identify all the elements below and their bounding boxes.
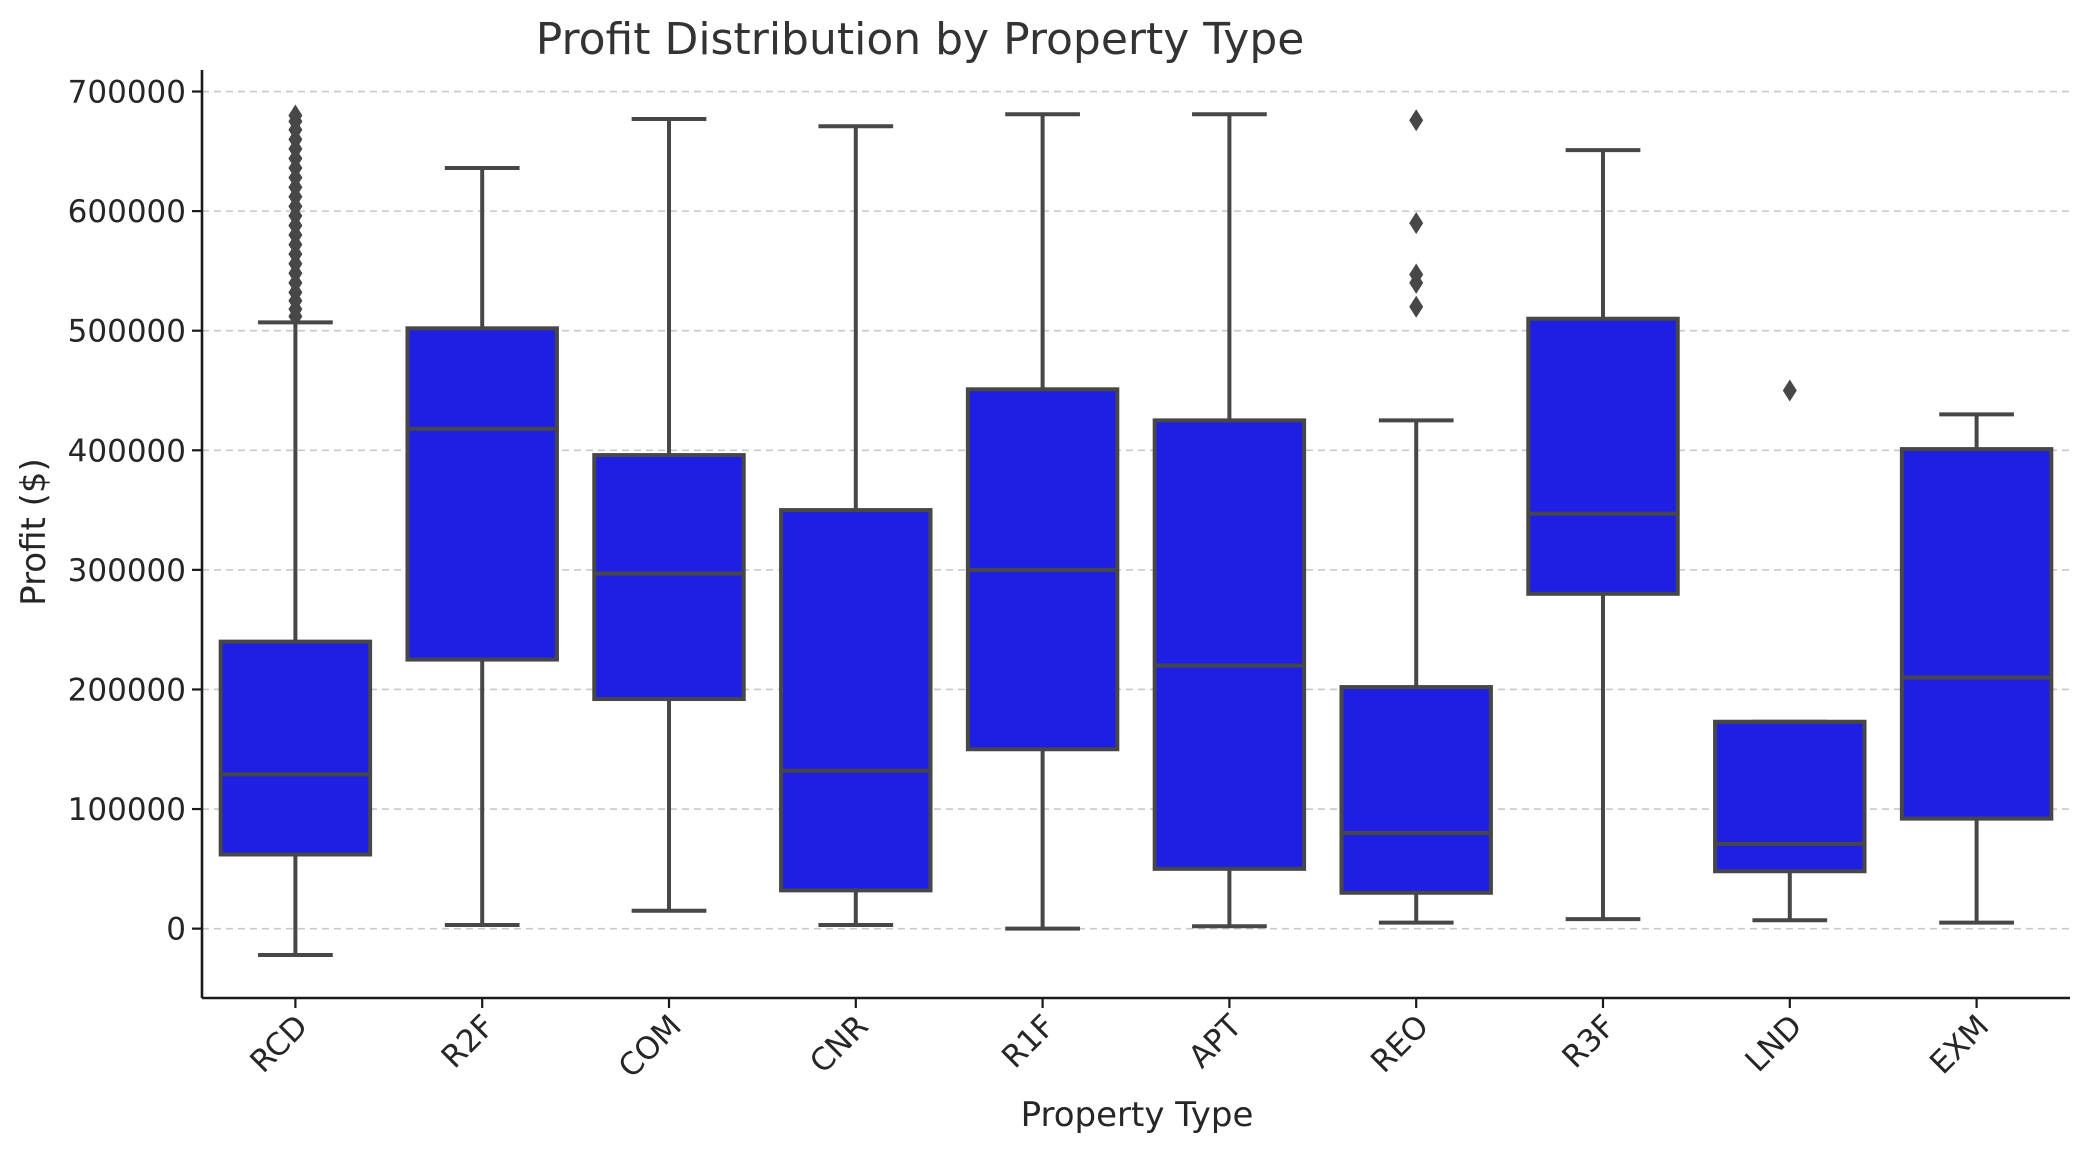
y-tick-label: 300000	[68, 553, 186, 589]
x-tick-label: R2F	[435, 1008, 502, 1075]
outlier-point	[288, 104, 303, 127]
box-com	[592, 117, 746, 913]
y-tick-label: 500000	[68, 314, 186, 350]
x-tick-label: R3F	[1555, 1008, 1622, 1075]
iqr-box	[1713, 719, 1867, 874]
x-tick-label: RCD	[243, 1008, 315, 1080]
box-apt	[1152, 112, 1307, 929]
box-rcd	[218, 104, 373, 957]
y-tick-label: 0	[166, 912, 186, 948]
box-r2f	[405, 166, 559, 928]
box-cnr	[779, 124, 933, 928]
x-tick-label: APT	[1182, 1007, 1250, 1075]
box-r1f	[965, 112, 1120, 931]
box-r3f	[1526, 148, 1680, 922]
iqr-box	[592, 453, 746, 702]
iqr-box	[1526, 316, 1680, 596]
box-exm	[1899, 412, 2054, 925]
outlier-point	[1782, 379, 1797, 402]
y-tick-label: 700000	[68, 75, 186, 111]
chart-title: Profit Distribution by Property Type	[536, 14, 1305, 65]
x-tick-label: R1F	[995, 1008, 1062, 1075]
outlier-point	[1409, 212, 1424, 235]
outlier-point	[1409, 295, 1424, 318]
box-reo	[1339, 109, 1493, 925]
iqr-box	[1899, 447, 2054, 821]
y-tick-label: 400000	[68, 433, 186, 469]
iqr-box	[1152, 418, 1307, 871]
y-tick-label: 600000	[68, 194, 186, 230]
iqr-box	[218, 639, 373, 857]
box-lnd	[1713, 379, 1867, 923]
iqr-box	[405, 326, 559, 662]
outlier-point	[1409, 263, 1424, 286]
x-tick-label: EXM	[1923, 1008, 1996, 1081]
iqr-box	[779, 508, 933, 893]
iqr-box	[1339, 685, 1493, 895]
x-tick-label: CNR	[803, 1008, 875, 1080]
box-series	[218, 104, 2054, 957]
x-tick-label: REO	[1364, 1008, 1436, 1080]
x-tick-label: COM	[612, 1008, 689, 1085]
y-tick-label: 200000	[68, 672, 186, 708]
outlier-point	[1409, 109, 1424, 132]
x-tick-label: LND	[1739, 1008, 1810, 1079]
x-axis-label: Property Type	[1021, 1095, 1254, 1135]
y-tick-label: 100000	[68, 792, 186, 828]
y-axis-label: Profit ($)	[14, 458, 54, 606]
